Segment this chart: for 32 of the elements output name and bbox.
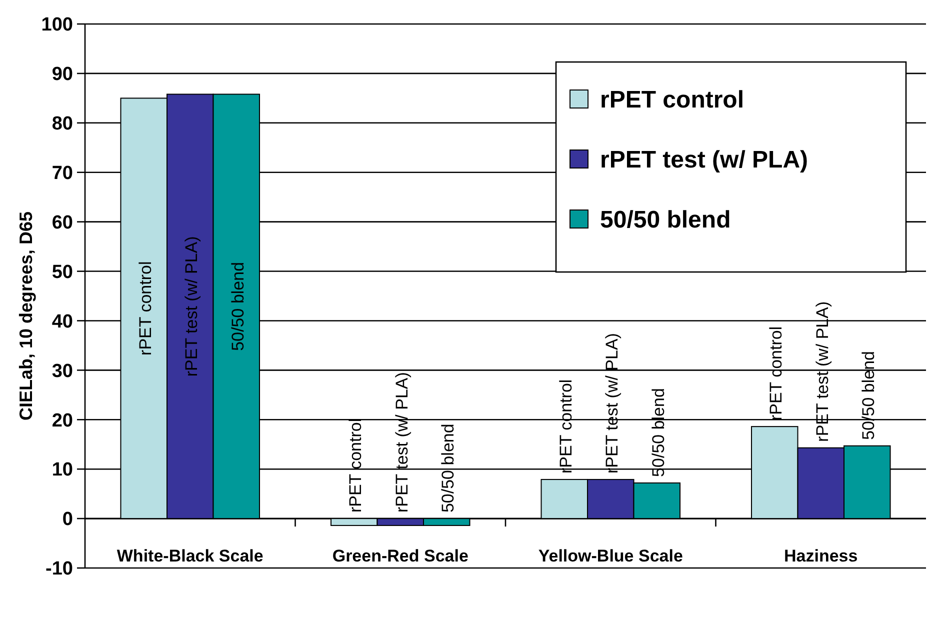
annotation: 50/50 blend <box>859 350 878 440</box>
y-tick-label: -10 <box>46 558 73 580</box>
y-axis-title: CIELab, 10 degrees, D65 <box>16 211 36 421</box>
y-tick-label: 40 <box>52 311 73 332</box>
annotation: rPET control <box>766 326 786 421</box>
x-tick-label: Green-Red Scale <box>332 546 468 566</box>
x-tick-label: Yellow-Blue Scale <box>538 546 683 566</box>
annotation: rPET control <box>346 418 366 513</box>
annotation: 50/50 blend <box>648 388 668 477</box>
annotation: rPET test (w/ PLA) <box>602 333 622 474</box>
legend-label: rPET control <box>600 86 744 114</box>
legend-label: rPET test (w/ PLA) <box>600 146 808 174</box>
annotation: rPET control <box>136 261 155 356</box>
annotation: rPET test (w/ PLA) <box>182 236 202 377</box>
annotation: rPET test (w/ PLA) <box>392 372 412 513</box>
y-tick-label: 20 <box>52 410 73 432</box>
y-tick-label: 70 <box>52 163 73 184</box>
y-tick-label: 50 <box>52 262 73 283</box>
y-tick-label: 100 <box>41 14 73 36</box>
annotation: 50/50 blend <box>228 262 248 351</box>
y-tick-label: 0 <box>62 509 73 530</box>
y-tick-label: 80 <box>52 114 73 135</box>
x-tick-label: Haziness <box>784 546 858 566</box>
y-tick-label: 30 <box>52 360 73 382</box>
y-tick-label: 10 <box>52 460 73 481</box>
annotation: 50/50 blend <box>438 424 458 513</box>
legend-label: 50/50 blend <box>600 206 731 234</box>
x-tick-label: White-Black Scale <box>116 546 264 566</box>
y-tick-label: 90 <box>52 64 73 86</box>
annotation: rPET control <box>556 379 576 474</box>
annotation: rPET test (w/ PLA) <box>812 301 832 442</box>
y-tick-label: 60 <box>52 212 73 234</box>
